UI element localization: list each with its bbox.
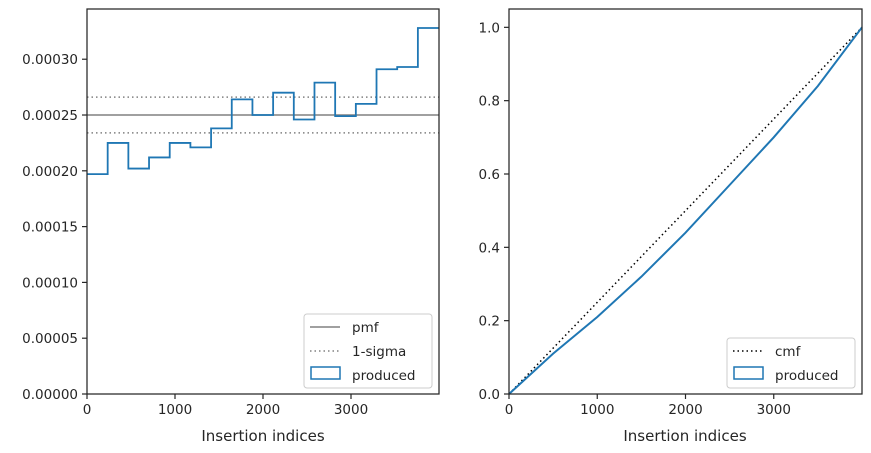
right-y-tick-label: 0.0 — [479, 387, 500, 403]
legend-1-sigma-label: 1-sigma — [352, 344, 406, 360]
legend-pmf-label: pmf — [352, 320, 380, 336]
right-x-tick-label: 3000 — [757, 402, 791, 418]
left-y-tick-label: 0.00010 — [22, 275, 78, 291]
right-y-tick-label: 0.2 — [479, 314, 500, 330]
left-y-tick-label: 0.00000 — [22, 387, 78, 403]
left-x-tick-label: 0 — [83, 402, 92, 418]
right-y-tick-label: 0.6 — [479, 167, 500, 183]
right-x-tick-label: 1000 — [580, 402, 614, 418]
right-y-tick-label: 0.8 — [479, 94, 500, 110]
left-y-tick-label: 0.00015 — [22, 220, 78, 236]
left-x-ticks: 0 1000 2000 3000 — [83, 394, 368, 418]
right-x-ticks: 0 1000 2000 3000 — [505, 394, 791, 418]
left-y-tick-label: 0.00025 — [22, 108, 78, 124]
right-panel: 0 1000 2000 3000 0.0 0.2 0.4 0.6 0.8 1.0 Inserti… — [479, 8, 863, 445]
left-legend-box — [303, 313, 433, 389]
right-y-tick-label: 0.4 — [479, 240, 500, 256]
right-y-ticks: 0.0 0.2 0.4 0.6 0.8 1.0 — [479, 20, 509, 403]
left-x-tick-label: 1000 — [158, 402, 192, 418]
left-plot-area — [87, 27, 439, 176]
right-legend-box — [726, 337, 856, 389]
right-x-tick-label: 2000 — [668, 402, 702, 418]
right-x-tick-label: 0 — [505, 402, 514, 418]
left-legend: pmf 1-sigma produced — [303, 313, 433, 389]
right-y-tick-label: 1.0 — [479, 20, 500, 36]
left-axes-frame — [86, 8, 440, 395]
left-produced-histogram — [87, 27, 439, 176]
right-legend: cmf produced — [726, 337, 856, 389]
legend-produced-swatch-right — [733, 366, 764, 380]
left-x-axis-label: Insertion indices — [201, 427, 324, 445]
right-plot-area — [508, 26, 863, 395]
legend-produced-label-right: produced — [775, 368, 839, 384]
left-y-ticks: 0.00000 0.00005 0.00010 0.00015 0.00020 0.000… — [22, 52, 87, 403]
left-x-tick-label: 2000 — [246, 402, 280, 418]
left-panel: 0 1000 2000 3000 0.000000.000050.000100.000… — [22, 8, 440, 445]
left-y-tick-label: 0.00005 — [22, 331, 78, 347]
legend-produced-swatch — [310, 366, 341, 380]
left-x-tick-label: 3000 — [334, 402, 368, 418]
right-produced-line — [508, 26, 863, 395]
legend-cmf-label: cmf — [775, 344, 802, 360]
right-axes-frame — [508, 8, 863, 395]
legend-produced-label: produced — [352, 368, 416, 384]
left-y-tick-label: 0.00030 — [22, 52, 78, 68]
right-cmf-line — [508, 26, 863, 395]
left-y-tick-label: 0.00020 — [22, 164, 78, 180]
right-x-axis-label: Insertion indices — [623, 427, 746, 445]
